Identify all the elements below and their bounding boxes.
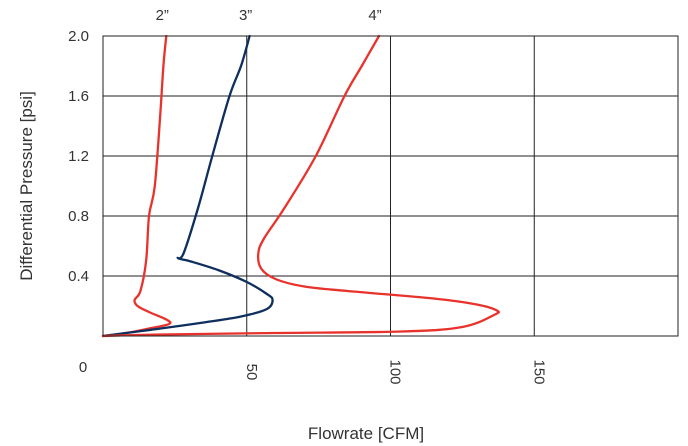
y-tick-label: 0.8	[68, 208, 89, 225]
x-tick-label: 50	[243, 364, 260, 381]
y-axis-label: Differential Pressure [psi]	[17, 91, 36, 281]
y-tick-label: 0.4	[68, 268, 89, 285]
series-labels: 2” 3” 4”	[156, 7, 382, 24]
x-axis-label: Flowrate [CFM]	[308, 424, 424, 443]
y-tick-label: 2.0	[68, 28, 89, 45]
series-label-2: 3”	[239, 7, 252, 24]
series-line-1	[103, 36, 170, 336]
series-label-3: 4”	[368, 7, 381, 24]
x-origin-label: 0	[79, 359, 87, 376]
series-label-1: 2”	[156, 7, 169, 24]
grid	[103, 36, 678, 336]
y-tick-label: 1.6	[68, 88, 89, 105]
x-tick-label: 150	[530, 359, 547, 384]
y-tick-label: 1.2	[68, 148, 89, 165]
x-tick-label: 100	[387, 359, 404, 384]
series-layer	[103, 36, 499, 336]
